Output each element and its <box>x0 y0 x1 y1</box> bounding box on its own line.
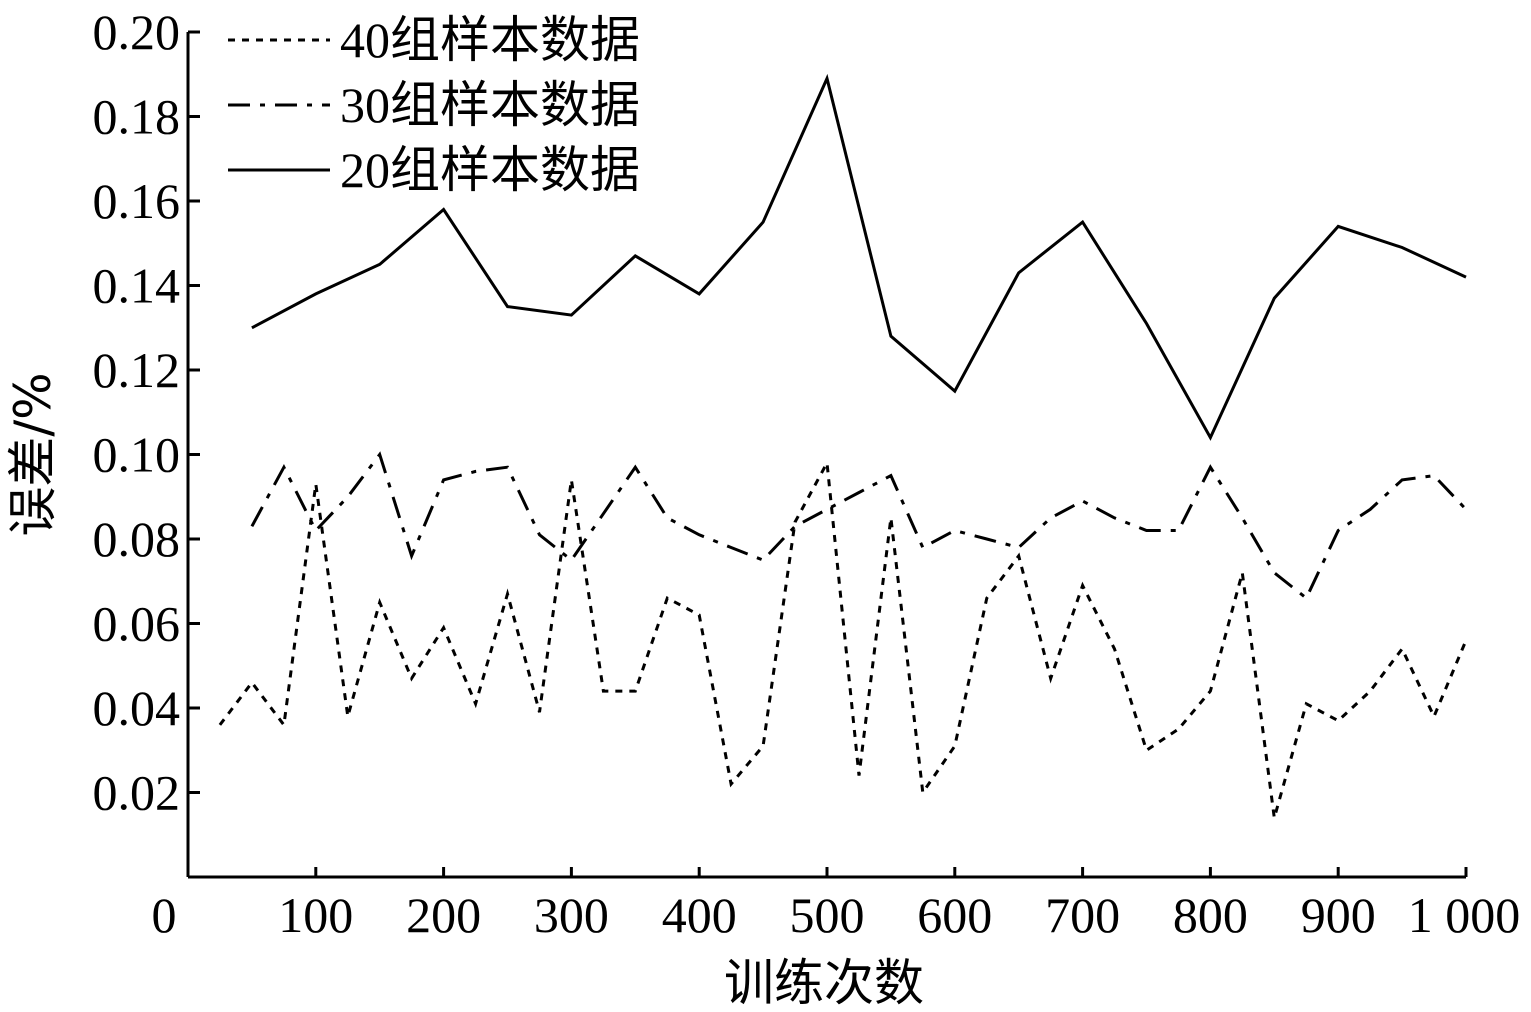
y-tick-label: 0.08 <box>93 511 181 567</box>
y-tick-label: 0.14 <box>93 258 181 314</box>
y-tick-label: 0.02 <box>93 765 181 821</box>
y-tick-label: 0.20 <box>93 4 181 60</box>
series-3 <box>251 73 1467 441</box>
x-tick-label: 200 <box>406 887 481 943</box>
y-tick-label: 0.10 <box>93 427 181 483</box>
x-tick-label: 800 <box>1173 887 1248 943</box>
x-axis-title: 训练次数 <box>724 954 924 1012</box>
x-tick-label: 400 <box>662 887 737 943</box>
legend-label: 20组样本数据 <box>340 142 640 198</box>
y-tick-label: 0.06 <box>93 596 181 652</box>
y-axis-title: 误差/% <box>4 372 62 536</box>
legend-label: 40组样本数据 <box>340 12 640 68</box>
y-tick-label: 0.18 <box>93 89 181 145</box>
x-tick-label: 500 <box>790 887 865 943</box>
series-1 <box>218 457 1468 819</box>
x-tick-label: 600 <box>917 887 992 943</box>
legend-item: 40组样本数据 <box>228 12 640 68</box>
series-2 <box>250 451 1468 601</box>
y-ticks: 0.02 0.04 0.06 0.08 0.10 0.12 0.14 0.16 0.18 0.20 <box>93 4 200 821</box>
y-tick-label: 0.12 <box>93 342 181 398</box>
legend-item: 30组样本数据 <box>228 77 640 133</box>
x-tick-label: 700 <box>1045 887 1120 943</box>
x-ticks: 0 100 200 300 400 500 600 700 800 900 1 000 <box>152 867 1521 943</box>
series-line <box>250 451 1468 601</box>
legend: 40组样本数据 30组样本数据 20组样本数据 <box>228 12 640 198</box>
x-tick-label: 900 <box>1301 887 1376 943</box>
legend-item: 20组样本数据 <box>228 142 640 198</box>
x-tick-label: 300 <box>534 887 609 943</box>
series-line <box>218 457 1468 819</box>
y-tick-label: 0.16 <box>93 173 181 229</box>
series-line <box>251 73 1467 441</box>
x-tick-label: 0 <box>152 887 177 943</box>
series-layer <box>218 73 1468 819</box>
x-tick-label: 100 <box>278 887 353 943</box>
legend-label: 30组样本数据 <box>340 77 640 133</box>
y-tick-label: 0.04 <box>93 680 181 736</box>
x-tick-label: 1 000 <box>1408 887 1521 943</box>
